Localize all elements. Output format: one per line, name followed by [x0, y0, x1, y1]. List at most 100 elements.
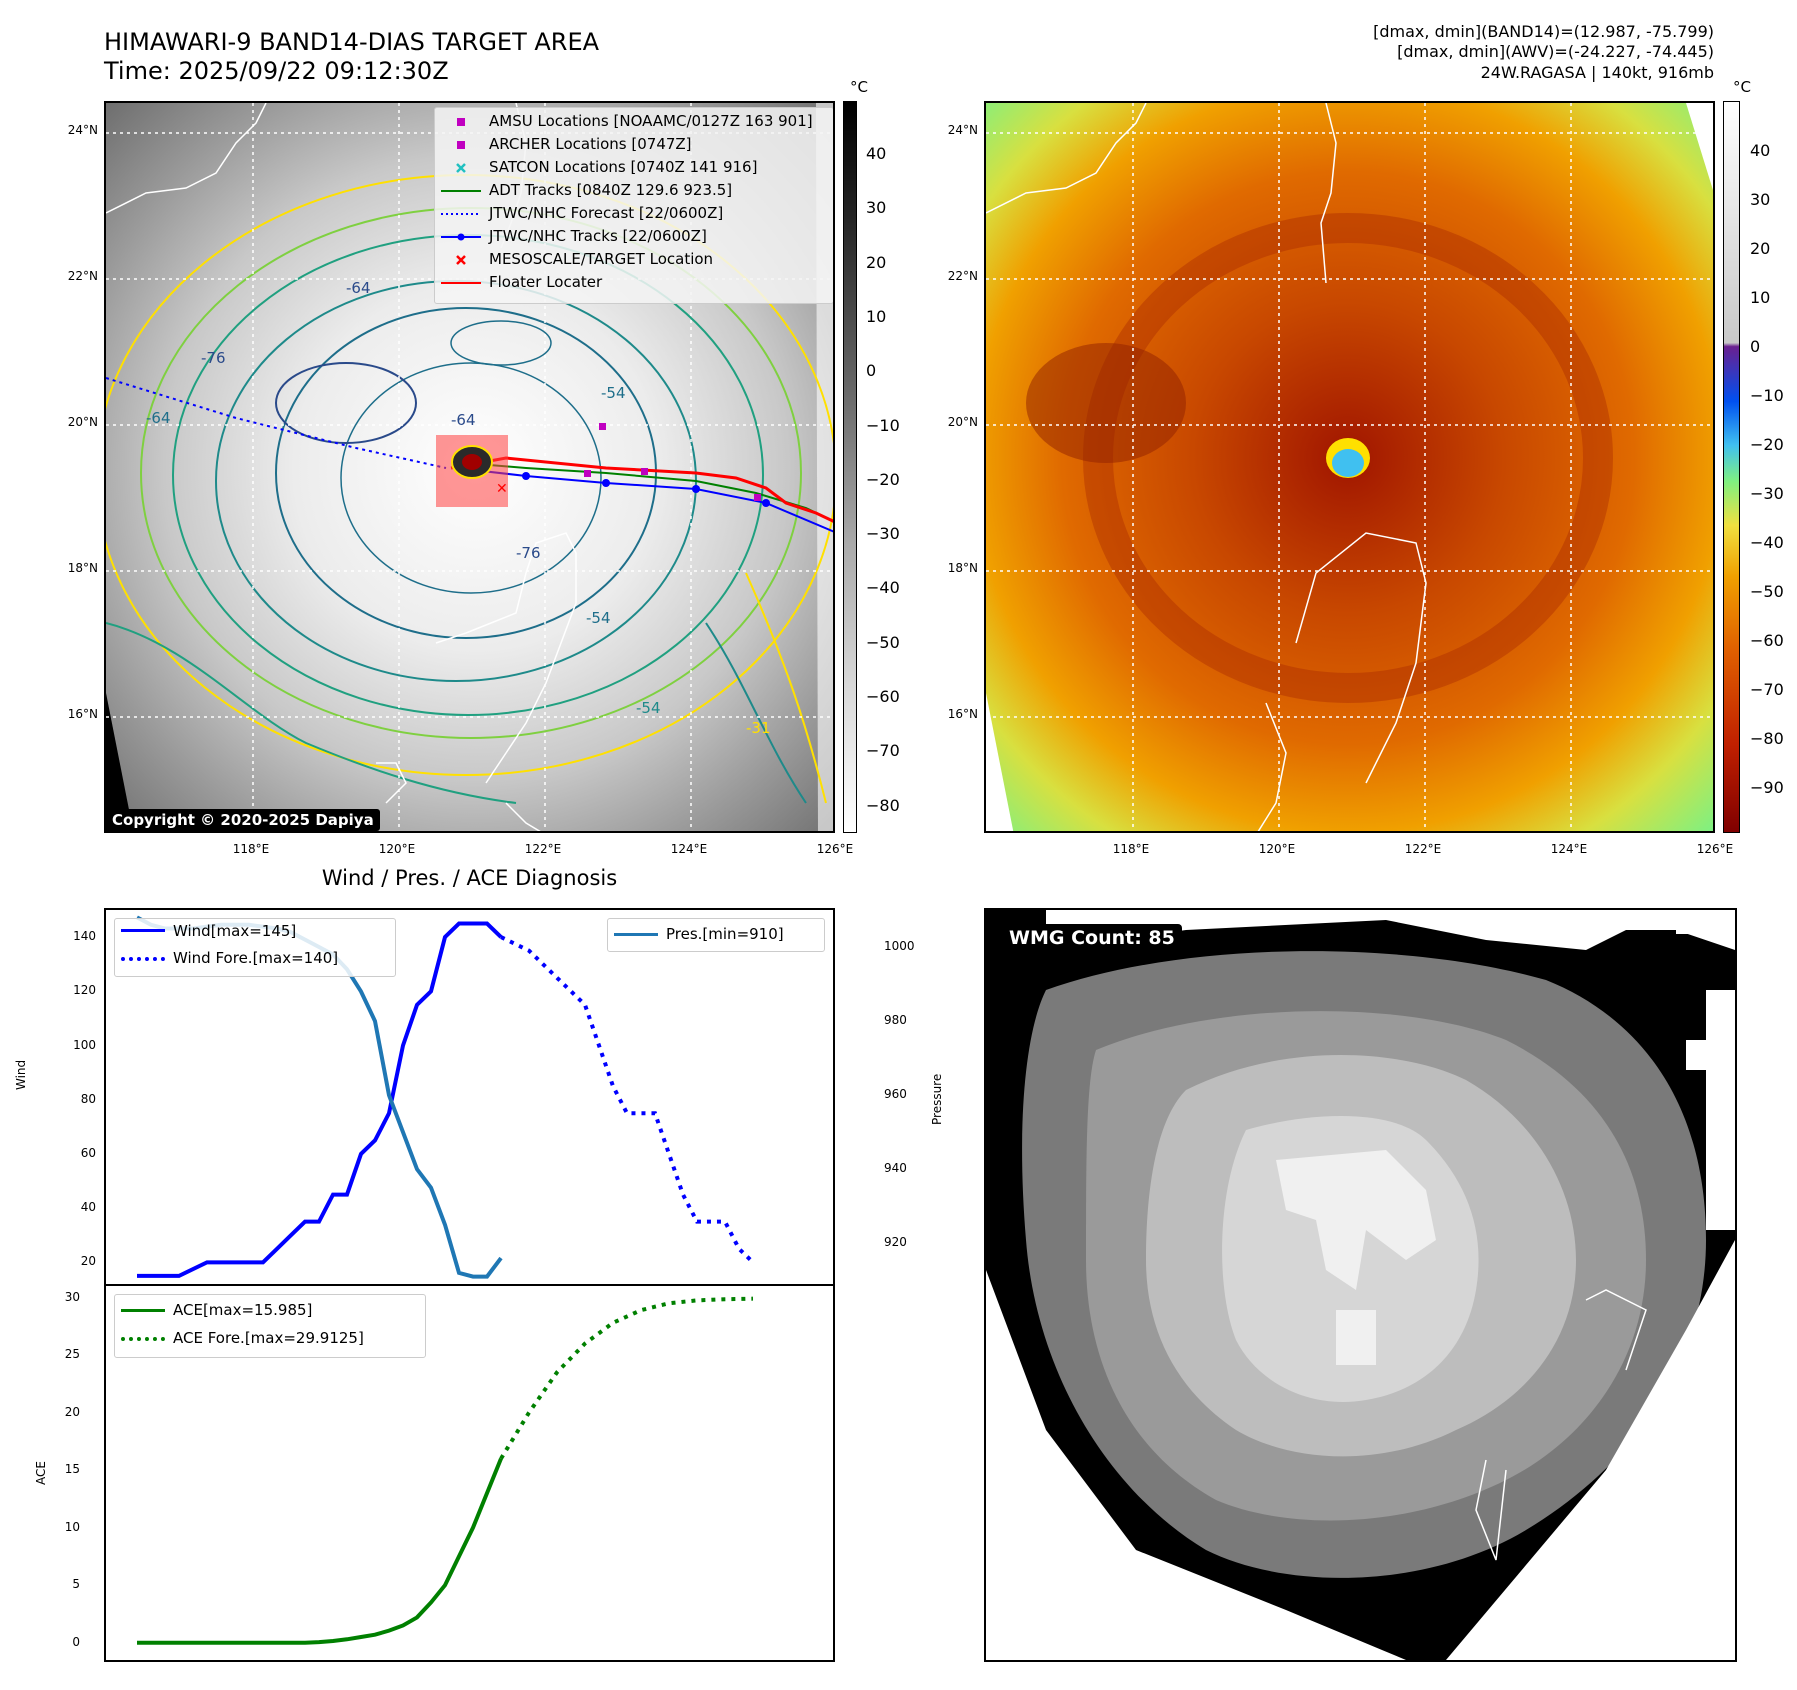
lat-tick-label: 22°N	[947, 269, 978, 283]
jtwc-track-points	[522, 472, 770, 507]
pressure-legend-label: Pres.[min=910]	[666, 925, 784, 943]
ir-color-map	[984, 101, 1715, 833]
pressure-y-tick: 980	[884, 1013, 907, 1028]
amsu-markers	[584, 423, 761, 501]
wind-pressure-chart: Wind[max=145] Wind Fore.[max=140] Pres.[…	[104, 908, 835, 1286]
color-colorbar-tick: −60	[1750, 631, 1784, 650]
lon-tick-label: 118°E	[232, 842, 270, 856]
color-colorbar-tick: −20	[1750, 435, 1784, 454]
pressure-legend-swatch	[614, 933, 658, 936]
ace-y-tick: 25	[64, 1347, 80, 1362]
ace-line	[137, 1457, 503, 1645]
lat-tick-label: 20°N	[67, 415, 98, 429]
figure-title-line1: HIMAWARI-9 BAND14-DIAS TARGET AREA	[104, 28, 600, 56]
figure-title-line2: Time: 2025/09/22 09:12:30Z	[104, 57, 449, 85]
eye	[462, 454, 482, 470]
color-colorbar-tick: −50	[1750, 582, 1784, 601]
jtwc-forecast-track	[106, 377, 447, 469]
wind-y-tick: 40	[80, 1200, 96, 1215]
legend-entry: JTWC/NHC Tracks [22/0600Z]	[439, 227, 829, 247]
pressure-legend: Pres.[min=910]	[607, 918, 825, 952]
color-colorbar-tick: −40	[1750, 533, 1784, 552]
gray-colorbar	[843, 101, 857, 833]
ace-y-tick: 5	[72, 1577, 80, 1592]
coastlines	[986, 103, 1427, 831]
lon-tick-label: 126°E	[1696, 842, 1734, 856]
storm-info-text: 24W.RAGASA | 140kt, 916mb	[1480, 63, 1714, 82]
color-colorbar-tick: 10	[1750, 288, 1771, 307]
wind-y-tick: 100	[73, 1037, 96, 1052]
wind-axis-label: Wind	[14, 1059, 28, 1090]
wind-line	[137, 921, 503, 1278]
gray-colorbar-tick: −40	[866, 578, 900, 598]
gray-colorbar-tick: −60	[866, 687, 900, 706]
lon-tick-label: 120°E	[378, 842, 416, 856]
lon-tick-label: 122°E	[1404, 842, 1442, 856]
color-colorbar-tick: 30	[1750, 190, 1771, 209]
gray-colorbar-tick: −20	[866, 469, 900, 489]
color-colorbar-tick: −90	[1750, 778, 1784, 797]
contour-label: -76	[201, 349, 226, 367]
wind-forecast-line	[500, 935, 755, 1264]
mesoscale-target-marker: ✕	[496, 481, 508, 497]
wind-legend-swatch	[121, 929, 165, 932]
ace-forecast-line	[499, 1296, 754, 1460]
lat-tick-label: 16°N	[947, 707, 978, 721]
legend-swatch	[441, 233, 481, 241]
legend-entry: AMSU Locations [NOAAMC/0127Z 163 901]	[439, 112, 829, 132]
color-colorbar-tick: −10	[1750, 386, 1784, 405]
ace-axis-label: ACE	[34, 1461, 48, 1485]
wmg-panel: WMG Count: 85	[984, 908, 1737, 1662]
lat-tick-label: 16°N	[67, 707, 98, 721]
legend-swatch	[441, 213, 481, 215]
legend-label: Floater Locater	[489, 273, 603, 291]
color-colorbar-tick: −80	[1750, 729, 1784, 748]
legend-label: ARCHER Locations [0747Z]	[489, 135, 692, 153]
pressure-y-tick: 1000	[884, 939, 915, 954]
gray-colorbar-unit: °C	[850, 78, 868, 96]
legend-swatch	[457, 118, 465, 126]
legend-label: JTWC/NHC Forecast [22/0600Z]	[489, 204, 724, 222]
ir-grayscale-map: ✕ -64 -76 -64 -54 -31 -54 -54 -76 -64 AM…	[104, 101, 835, 833]
legend-label: ADT Tracks [0840Z 129.6 923.5]	[489, 181, 733, 199]
lat-tick-label: 24°N	[947, 123, 978, 137]
contour-label: -54	[586, 609, 611, 627]
contour-label: -64	[346, 279, 371, 297]
copyright-label: Copyright © 2020-2025 Dapiya	[106, 809, 380, 831]
wind-legend-label: Wind[max=145]	[173, 922, 297, 940]
ace-chart: ACE[max=15.985] ACE Fore.[max=29.9125]	[104, 1284, 835, 1662]
wind-y-tick: 80	[80, 1091, 96, 1106]
ace-fore-legend-label: ACE Fore.[max=29.9125]	[173, 1329, 364, 1347]
contour-label: -76	[516, 544, 541, 562]
gray-colorbar-tick: 10	[866, 306, 887, 326]
legend-entry: SATCON Locations [0740Z 141 916]	[439, 158, 829, 178]
gray-colorbar-tick: −80	[866, 795, 900, 815]
adt-track	[465, 462, 833, 523]
lat-tick-label: 18°N	[947, 561, 978, 575]
pressure-y-tick: 940	[884, 1161, 907, 1176]
lat-tick-label: 18°N	[67, 561, 98, 575]
color-colorbar-tick: −30	[1750, 484, 1784, 503]
wind-fore-legend-swatch	[121, 957, 165, 961]
lon-tick-label: 124°E	[1550, 842, 1588, 856]
ace-y-tick: 10	[64, 1519, 80, 1534]
contour-labels: -64 -76 -64 -54 -31 -54 -54 -76 -64	[146, 279, 771, 737]
legend-swatch	[441, 282, 481, 284]
wind-y-tick: 60	[80, 1145, 96, 1160]
eye	[1332, 449, 1364, 477]
ace-y-tick: 0	[72, 1634, 80, 1649]
jtwc-track	[455, 467, 833, 533]
gray-colorbar-tick: −10	[866, 415, 900, 435]
wind-fore-legend-label: Wind Fore.[max=140]	[173, 949, 339, 967]
legend-swatch	[441, 190, 481, 192]
wmg-count-label: WMG Count: 85	[1002, 924, 1182, 952]
pressure-axis-label: Pressure	[930, 1073, 944, 1125]
legend-label: MESOSCALE/TARGET Location	[489, 250, 714, 268]
floater-track	[450, 456, 833, 523]
legend-entry: JTWC/NHC Forecast [22/0600Z]	[439, 204, 829, 224]
contour-label: -54	[601, 384, 626, 402]
ir-color-map-svg	[986, 103, 1713, 831]
legend-entry: ARCHER Locations [0747Z]	[439, 135, 829, 155]
color-colorbar-tick: 40	[1750, 141, 1771, 160]
ace-y-tick: 30	[64, 1289, 80, 1304]
